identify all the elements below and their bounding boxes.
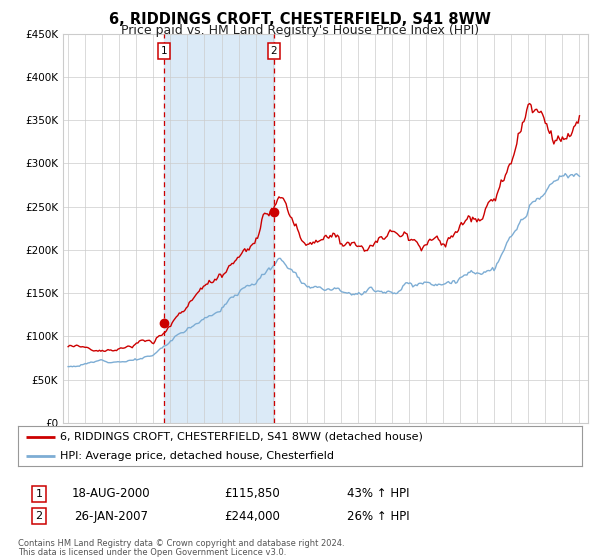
Text: 43% ↑ HPI: 43% ↑ HPI <box>347 487 409 501</box>
Text: 6, RIDDINGS CROFT, CHESTERFIELD, S41 8WW (detached house): 6, RIDDINGS CROFT, CHESTERFIELD, S41 8WW… <box>60 432 423 442</box>
Bar <box>164 34 274 423</box>
Text: 1: 1 <box>161 46 167 56</box>
Text: Price paid vs. HM Land Registry's House Price Index (HPI): Price paid vs. HM Land Registry's House … <box>121 24 479 37</box>
Text: 2: 2 <box>35 511 43 521</box>
Text: 26% ↑ HPI: 26% ↑ HPI <box>347 510 409 523</box>
Text: This data is licensed under the Open Government Licence v3.0.: This data is licensed under the Open Gov… <box>18 548 286 557</box>
Text: Contains HM Land Registry data © Crown copyright and database right 2024.: Contains HM Land Registry data © Crown c… <box>18 539 344 548</box>
Text: 26-JAN-2007: 26-JAN-2007 <box>74 510 148 523</box>
Text: 6, RIDDINGS CROFT, CHESTERFIELD, S41 8WW: 6, RIDDINGS CROFT, CHESTERFIELD, S41 8WW <box>109 12 491 27</box>
Text: £244,000: £244,000 <box>224 510 280 523</box>
Text: 18-AUG-2000: 18-AUG-2000 <box>71 487 151 501</box>
Text: 1: 1 <box>35 489 43 499</box>
Text: £115,850: £115,850 <box>224 487 280 501</box>
Text: 2: 2 <box>271 46 277 56</box>
Text: HPI: Average price, detached house, Chesterfield: HPI: Average price, detached house, Ches… <box>60 451 334 461</box>
